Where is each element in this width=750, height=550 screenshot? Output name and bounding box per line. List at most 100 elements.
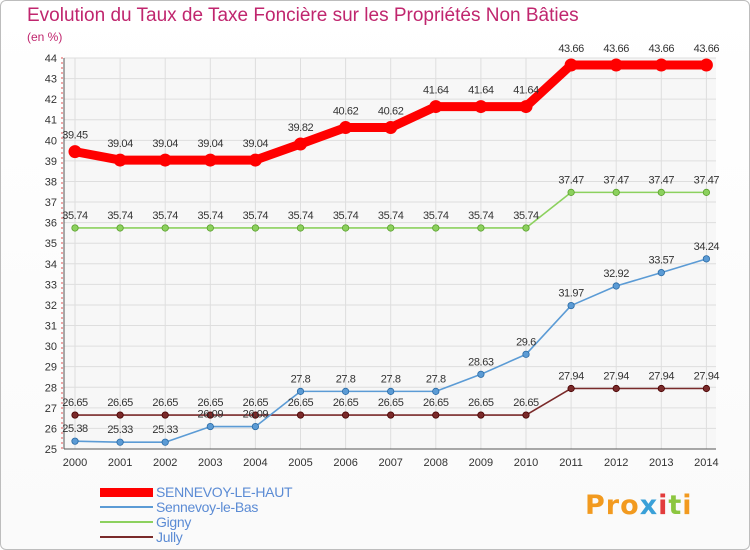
y-tick-label: 31 [45, 321, 57, 333]
data-label: 26.65 [333, 397, 359, 409]
data-label: 39.04 [107, 138, 133, 150]
data-label: 27.8 [336, 373, 356, 385]
data-point [387, 387, 395, 395]
x-tick-label: 2000 [63, 457, 87, 469]
data-point [294, 137, 307, 151]
data-label: 40.62 [333, 106, 359, 118]
data-point [567, 384, 575, 393]
data-point [612, 282, 620, 290]
data-label: 39.45 [62, 130, 88, 142]
y-tick-label: 35 [45, 238, 57, 250]
data-label: 35.74 [107, 210, 133, 222]
y-tick-label: 28 [45, 382, 57, 394]
data-point [296, 224, 305, 232]
data-point [296, 387, 305, 395]
legend-label: Gigny [156, 514, 192, 530]
data-point [116, 411, 124, 419]
data-label: 37.47 [603, 174, 629, 186]
data-label: 27.94 [694, 370, 720, 382]
data-label: 40.62 [378, 106, 404, 118]
data-label: 35.74 [423, 210, 449, 222]
data-point [113, 153, 127, 167]
y-tick-label: 34 [45, 259, 57, 271]
legend-label: SENNEVOY-LE-HAUT [156, 484, 293, 500]
data-label: 43.66 [558, 43, 584, 55]
data-point [68, 145, 82, 159]
x-tick-label: 2005 [288, 457, 312, 469]
data-label: 25.33 [152, 424, 178, 436]
x-tick-label: 2013 [649, 457, 673, 469]
legend-label: Sennevoy-le-Bas [156, 499, 259, 515]
data-label: 37.47 [694, 174, 720, 186]
x-tick-label: 2008 [424, 457, 448, 469]
data-point [657, 384, 665, 393]
data-point [609, 58, 623, 72]
data-point [432, 411, 440, 419]
data-point [71, 224, 79, 232]
data-point [702, 384, 711, 393]
data-point [206, 411, 214, 419]
data-point [341, 387, 350, 395]
x-tick-label: 2011 [559, 457, 583, 469]
data-point [116, 224, 124, 232]
data-label: 37.47 [558, 174, 584, 186]
data-label: 32.92 [603, 268, 629, 280]
data-label: 35.74 [62, 210, 88, 222]
data-point [567, 301, 575, 310]
y-tick-label: 41 [45, 115, 57, 127]
data-point [71, 411, 79, 419]
data-label: 26.65 [288, 397, 314, 409]
data-point [251, 422, 259, 431]
legend-item: Jully [100, 529, 183, 545]
data-point [567, 188, 575, 196]
x-tick-label: 2001 [108, 457, 132, 469]
data-label: 26.09 [198, 409, 224, 421]
x-tick-label: 2004 [243, 457, 267, 469]
data-point [702, 188, 711, 196]
data-label: 27.8 [381, 373, 401, 385]
data-label: 26.65 [423, 397, 449, 409]
data-label: 35.74 [333, 210, 359, 222]
data-point [206, 224, 214, 232]
legend-swatch [100, 487, 153, 497]
data-label: 39.82 [288, 122, 314, 134]
data-label: 26.65 [62, 397, 88, 409]
data-label: 37.47 [649, 174, 675, 186]
data-point [339, 121, 353, 135]
data-label: 41.64 [468, 85, 494, 97]
y-axis-unit-label: (en %) [27, 30, 63, 44]
data-point [522, 411, 530, 419]
x-tick-label: 2012 [604, 457, 628, 469]
data-label: 43.66 [694, 43, 720, 55]
data-point [296, 411, 305, 419]
data-point [657, 188, 665, 196]
data-label: 27.94 [649, 370, 675, 382]
data-label: 27.8 [426, 373, 446, 385]
data-label: 26.65 [513, 397, 539, 409]
data-point [477, 224, 485, 232]
y-tick-label: 30 [45, 341, 57, 353]
y-tick-label: 40 [45, 135, 57, 147]
data-label: 27.94 [558, 370, 584, 382]
legend-label: Jully [156, 529, 183, 545]
data-label: 34.24 [694, 241, 720, 253]
data-point [158, 153, 172, 167]
data-point [341, 224, 350, 232]
data-label: 31.97 [558, 288, 584, 300]
data-point [657, 269, 665, 277]
data-label: 35.74 [198, 210, 224, 222]
data-point [702, 255, 711, 263]
data-label: 41.64 [423, 85, 449, 97]
x-tick-label: 2014 [694, 457, 718, 469]
legend-swatch [100, 521, 153, 523]
legend-item: SENNEVOY-LE-HAUT [100, 484, 293, 500]
legend-item: Gigny [100, 514, 191, 530]
data-point [477, 370, 485, 378]
y-tick-label: 36 [45, 218, 57, 230]
data-point [429, 100, 443, 114]
data-label: 43.66 [603, 43, 629, 55]
data-point [522, 224, 530, 232]
x-tick-label: 2002 [153, 457, 177, 469]
x-tick-label: 2010 [514, 457, 538, 469]
data-point [251, 411, 259, 419]
